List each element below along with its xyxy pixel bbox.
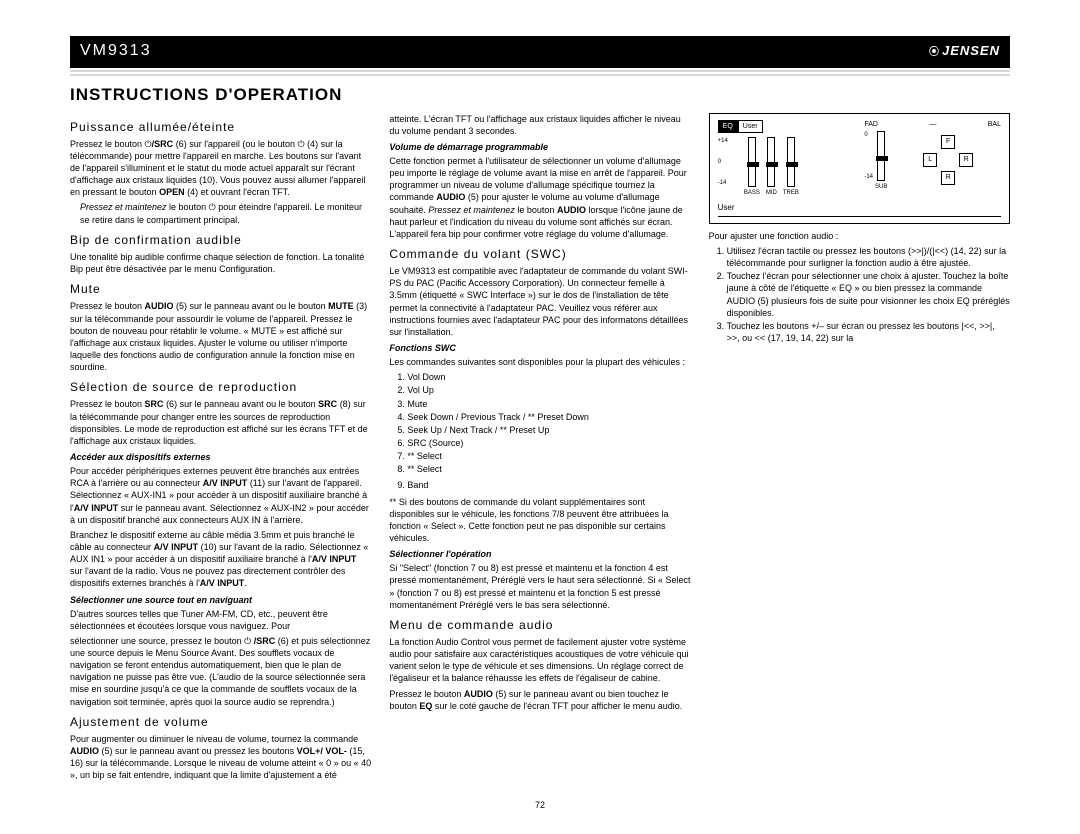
text: Une tonalité bip audible confirme chaque… (70, 251, 371, 275)
eq-tab-user: User (738, 120, 763, 133)
text: sélectionner une source, pressez le bout… (70, 635, 371, 708)
page-title: INSTRUCTIONS D'OPERATION (70, 84, 1010, 107)
text: Pour accéder périphériques externes peuv… (70, 465, 371, 526)
text: ** Si des boutons de commande du volant … (389, 496, 690, 545)
list-item: Mute (407, 398, 690, 410)
eq-tab-eq: EQ (718, 120, 738, 133)
subsection-nav-source: Sélectionner une source tout en naviguan… (70, 594, 371, 606)
header-bar: VM9313 JENSEN (70, 36, 1010, 68)
list-item: Touchez l'écran pour sélectionner une ch… (727, 270, 1010, 319)
adjust-steps: Utilisez l'écran tactile ou pressez les … (727, 245, 1010, 344)
subsection-external: Accéder aux dispositifs externes (70, 451, 371, 463)
eq-diagram: EQUser +140-14 BASS MID TREB FAD—BAL (709, 113, 1010, 224)
brand-logo: JENSEN (929, 42, 1000, 60)
page-number: 72 (70, 799, 1010, 811)
text: Pressez et maintenez le bouton ⏻ pour ét… (80, 201, 371, 225)
list-item: Vol Down (407, 371, 690, 383)
text: Pressez le bouton ⏻/SRC (6) sur l'appare… (70, 138, 371, 199)
header-divider (70, 70, 1010, 76)
content-columns: Puissance allumée/éteinte Pressez le bou… (70, 113, 1010, 793)
subsection-prog-vol: Volume de démarrage programmable (389, 141, 690, 153)
list-item: Utilisez l'écran tactile ou pressez les … (727, 245, 1010, 269)
list-item: Seek Up / Next Track / ** Preset Up (407, 424, 690, 436)
text: Le VM9313 est compatible avec l'adaptate… (389, 265, 690, 338)
text: Branchez le dispositif externe au câble … (70, 529, 371, 590)
section-audio-menu: Menu de commande audio (389, 617, 690, 633)
eq-tabs: EQUser (718, 120, 855, 133)
section-swc: Commande du volant (SWC) (389, 246, 690, 262)
list-item: ** Select (407, 463, 690, 475)
slider-sub (877, 131, 885, 181)
fad-bal-cross: F LR R (923, 135, 973, 187)
subsection-swc-func: Fonctions SWC (389, 342, 690, 354)
text: Si "Select" (fonction 7 ou 8) est pressé… (389, 562, 690, 611)
section-source: Sélection de source de reproduction (70, 379, 371, 395)
text: Pressez le bouton AUDIO (5) sur le panne… (389, 688, 690, 712)
list-item: ** Select (407, 450, 690, 462)
subsection-select-op: Sélectionner l'opération (389, 548, 690, 560)
list-item: SRC (Source) (407, 437, 690, 449)
list-item: Band (407, 479, 690, 491)
text: D'autres sources telles que Tuner AM-FM,… (70, 608, 371, 632)
list-item: Seek Down / Previous Track / ** Preset D… (407, 411, 690, 423)
text: Cette fonction permet à l'utilisateur de… (389, 155, 690, 240)
text: Pressez le bouton SRC (6) sur le panneau… (70, 398, 371, 447)
list-item: Vol Up (407, 384, 690, 396)
section-power: Puissance allumée/éteinte (70, 119, 371, 135)
swc-list-cont: Band (407, 479, 690, 491)
fad-bal-label: FAD—BAL (864, 120, 1001, 129)
sub-scale: 0-14 (864, 131, 873, 181)
model-number: VM9313 (80, 40, 152, 62)
swc-list: Vol Down Vol Up Mute Seek Down / Previou… (407, 371, 690, 475)
text: La fonction Audio Control vous permet de… (389, 636, 690, 685)
text: Pressez le bouton AUDIO (5) sur le panne… (70, 300, 371, 373)
slider-treb (787, 137, 795, 187)
text: Pour ajuster une fonction audio : (709, 230, 1010, 242)
section-beep: Bip de confirmation audible (70, 232, 371, 248)
eq-user-line: User (718, 203, 1001, 217)
slider-mid (767, 137, 775, 187)
text: Les commandes suivantes sont disponibles… (389, 356, 690, 368)
section-volume: Ajustement de volume (70, 714, 371, 730)
list-item: Touchez les boutons +/– sur écran ou pre… (727, 320, 1010, 344)
eq-scale: +140-14 (718, 137, 728, 187)
section-mute: Mute (70, 281, 371, 297)
eq-sliders: BASS MID TREB (744, 137, 799, 197)
slider-bass (748, 137, 756, 187)
